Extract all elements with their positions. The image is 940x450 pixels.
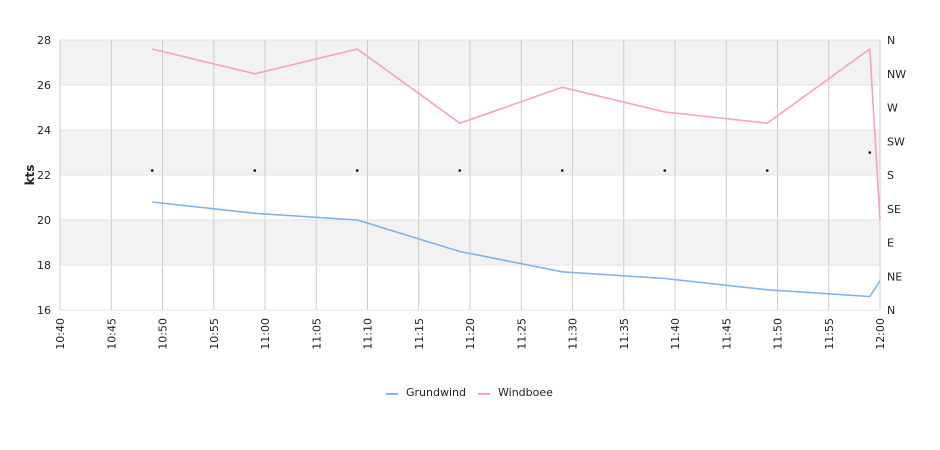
y-tick-label: 16 — [37, 304, 51, 317]
x-tick-label: 10:55 — [208, 318, 221, 350]
x-tick-label: 11:45 — [720, 318, 733, 350]
direction-marker — [560, 169, 564, 172]
x-tick-label: 11:00 — [259, 318, 272, 350]
y-tick-label: 18 — [37, 259, 51, 272]
horizontal-gridlines — [60, 39, 880, 311]
x-tick-label: 12:00 — [874, 318, 887, 350]
x-tick-label: 11:15 — [413, 318, 426, 350]
direction-markers — [150, 151, 872, 172]
x-tick-label: 11:25 — [515, 318, 528, 350]
x-axis-ticks: 10:40 10:45 10:50 10:55 11:00 11:05 11:10 11:15… — [54, 318, 887, 350]
x-tick-label: 11:30 — [567, 318, 580, 350]
legend: Grundwind Windboee — [386, 386, 553, 399]
direction-marker — [868, 151, 872, 154]
right-axis-label: SW — [887, 135, 905, 148]
x-tick-label: 11:20 — [464, 318, 477, 350]
right-axis-ticks: N NE E SE S SW W NW N — [887, 34, 906, 317]
x-tick-label: 10:40 — [54, 318, 67, 350]
right-axis-label: S — [887, 169, 894, 182]
right-axis-label: W — [887, 102, 898, 115]
right-axis-label: E — [887, 237, 894, 250]
y-axis-label: kts — [23, 165, 37, 186]
y-tick-label: 20 — [37, 214, 51, 227]
x-tick-label: 11:35 — [618, 318, 631, 350]
legend-label: Windboee — [498, 386, 553, 399]
x-tick-label: 11:05 — [310, 318, 323, 350]
y-tick-label: 26 — [37, 79, 51, 92]
direction-marker — [355, 169, 359, 172]
y-tick-label: 22 — [37, 169, 51, 182]
direction-marker — [663, 169, 667, 172]
direction-marker — [253, 169, 257, 172]
direction-marker — [150, 169, 154, 172]
right-axis-label: SE — [887, 203, 901, 216]
right-axis-label: N — [887, 304, 895, 317]
right-axis-label: N — [887, 34, 895, 47]
x-tick-label: 11:55 — [823, 318, 836, 350]
x-tick-label: 11:50 — [772, 318, 785, 350]
y-tick-label: 24 — [37, 124, 51, 137]
x-tick-label: 10:50 — [157, 318, 170, 350]
series-lines — [152, 48, 881, 298]
y-axis-ticks: 16 18 20 22 24 26 28 — [37, 34, 51, 317]
right-axis-label: NW — [887, 68, 906, 81]
right-axis-label: NE — [887, 270, 902, 283]
x-tick-label: 11:40 — [669, 318, 682, 350]
y-tick-label: 28 — [37, 34, 51, 47]
series-line-windboee — [152, 48, 881, 221]
series-line-grundwind — [152, 201, 881, 298]
direction-marker — [765, 169, 769, 172]
direction-marker — [458, 169, 462, 172]
x-tick-label: 10:45 — [105, 318, 118, 350]
legend-label: Grundwind — [406, 386, 466, 399]
x-tick-label: 11:10 — [362, 318, 375, 350]
